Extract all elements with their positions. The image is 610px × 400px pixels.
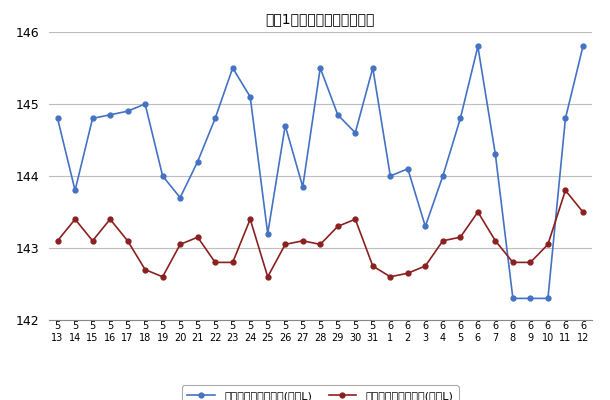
レギュラー実売価格(円／L) <box>457 235 464 240</box>
レギュラー実売価格(円／L) <box>282 242 289 247</box>
レギュラー実売価格(円／L) <box>544 242 551 247</box>
レギュラー看板価格(円／L) <box>317 66 324 70</box>
レギュラー看板価格(円／L) <box>299 184 306 189</box>
レギュラー看板価格(円／L) <box>54 116 61 121</box>
レギュラー実売価格(円／L) <box>387 274 394 279</box>
レギュラー実売価格(円／L) <box>404 271 412 276</box>
レギュラー看板価格(円／L) <box>457 116 464 121</box>
レギュラー実売価格(円／L) <box>509 260 517 265</box>
レギュラー看板価格(円／L) <box>106 112 113 117</box>
レギュラー看板価格(円／L) <box>159 174 167 178</box>
レギュラー看板価格(円／L) <box>351 130 359 135</box>
レギュラー実売価格(円／L) <box>212 260 219 265</box>
レギュラー実売価格(円／L) <box>527 260 534 265</box>
レギュラー看板価格(円／L) <box>544 296 551 301</box>
レギュラー実売価格(円／L) <box>439 238 447 243</box>
レギュラー実売価格(円／L) <box>194 235 201 240</box>
レギュラー看板価格(円／L) <box>527 296 534 301</box>
レギュラー実売価格(円／L) <box>580 210 587 214</box>
レギュラー看板価格(円／L) <box>422 224 429 229</box>
レギュラー実売価格(円／L) <box>142 267 149 272</box>
レギュラー看板価格(円／L) <box>282 123 289 128</box>
レギュラー実売価格(円／L) <box>492 238 499 243</box>
レギュラー看板価格(円／L) <box>404 166 412 171</box>
レギュラー実売価格(円／L) <box>474 210 481 214</box>
レギュラー実売価格(円／L) <box>264 274 271 279</box>
レギュラー実売価格(円／L) <box>71 217 79 222</box>
レギュラー実売価格(円／L) <box>124 238 131 243</box>
レギュラー実売価格(円／L) <box>246 217 254 222</box>
レギュラー看板価格(円／L) <box>562 116 569 121</box>
レギュラー看板価格(円／L) <box>71 188 79 193</box>
レギュラー看板価格(円／L) <box>142 102 149 106</box>
レギュラー看板価格(円／L) <box>580 44 587 49</box>
レギュラー看板価格(円／L) <box>334 112 342 117</box>
Legend: レギュラー看板価格(円／L), レギュラー実売価格(円／L): レギュラー看板価格(円／L), レギュラー実売価格(円／L) <box>182 385 459 400</box>
レギュラー看板価格(円／L) <box>124 109 131 114</box>
Line: レギュラー看板価格(円／L): レギュラー看板価格(円／L) <box>55 44 586 301</box>
レギュラー実売価格(円／L) <box>54 238 61 243</box>
レギュラー看板価格(円／L) <box>246 94 254 99</box>
Title: 最近1ヶ月のレギュラー価格: 最近1ヶ月のレギュラー価格 <box>265 13 375 27</box>
レギュラー実売価格(円／L) <box>422 264 429 268</box>
レギュラー実売価格(円／L) <box>317 242 324 247</box>
レギュラー看板価格(円／L) <box>387 174 394 178</box>
Line: レギュラー実売価格(円／L): レギュラー実売価格(円／L) <box>55 188 586 279</box>
レギュラー実売価格(円／L) <box>176 242 184 247</box>
レギュラー看板価格(円／L) <box>264 231 271 236</box>
レギュラー看板価格(円／L) <box>439 174 447 178</box>
レギュラー実売価格(円／L) <box>369 264 376 268</box>
レギュラー看板価格(円／L) <box>492 152 499 157</box>
レギュラー看板価格(円／L) <box>176 195 184 200</box>
レギュラー実売価格(円／L) <box>562 188 569 193</box>
レギュラー実売価格(円／L) <box>106 217 113 222</box>
レギュラー看板価格(円／L) <box>229 66 236 70</box>
レギュラー実売価格(円／L) <box>159 274 167 279</box>
レギュラー看板価格(円／L) <box>369 66 376 70</box>
レギュラー実売価格(円／L) <box>299 238 306 243</box>
レギュラー看板価格(円／L) <box>474 44 481 49</box>
レギュラー実売価格(円／L) <box>351 217 359 222</box>
レギュラー実売価格(円／L) <box>229 260 236 265</box>
レギュラー看板価格(円／L) <box>212 116 219 121</box>
レギュラー実売価格(円／L) <box>89 238 96 243</box>
レギュラー看板価格(円／L) <box>509 296 517 301</box>
レギュラー実売価格(円／L) <box>334 224 342 229</box>
レギュラー看板価格(円／L) <box>194 159 201 164</box>
レギュラー看板価格(円／L) <box>89 116 96 121</box>
